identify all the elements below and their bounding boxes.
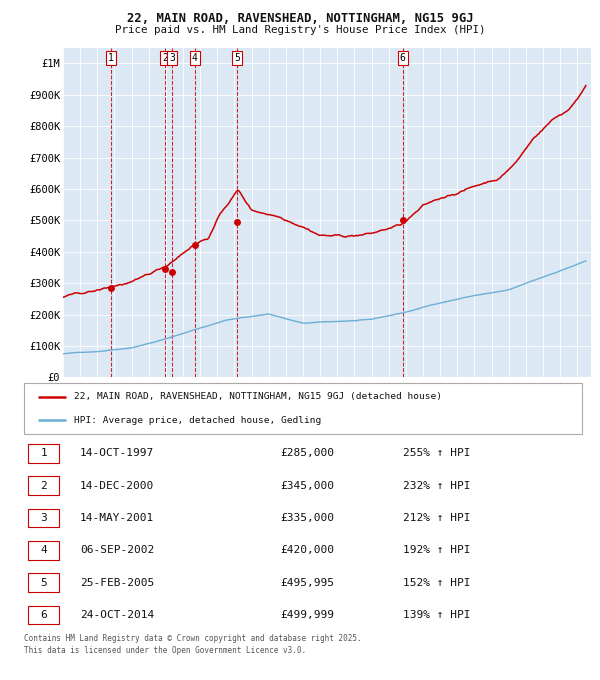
Text: 14-DEC-2000: 14-DEC-2000 <box>80 481 154 491</box>
Text: HPI: Average price, detached house, Gedling: HPI: Average price, detached house, Gedl… <box>74 415 322 424</box>
Text: This data is licensed under the Open Government Licence v3.0.: This data is licensed under the Open Gov… <box>24 646 306 655</box>
Text: 4: 4 <box>192 53 197 63</box>
Text: 22, MAIN ROAD, RAVENSHEAD, NOTTINGHAM, NG15 9GJ: 22, MAIN ROAD, RAVENSHEAD, NOTTINGHAM, N… <box>127 12 473 25</box>
Text: 24-OCT-2014: 24-OCT-2014 <box>80 610 154 620</box>
Text: £420,000: £420,000 <box>281 545 335 556</box>
FancyBboxPatch shape <box>28 573 59 592</box>
Text: Price paid vs. HM Land Registry's House Price Index (HPI): Price paid vs. HM Land Registry's House … <box>115 25 485 35</box>
Text: 1: 1 <box>108 53 114 63</box>
Text: 2: 2 <box>40 481 47 491</box>
Text: Contains HM Land Registry data © Crown copyright and database right 2025.: Contains HM Land Registry data © Crown c… <box>24 634 362 643</box>
Text: 6: 6 <box>400 53 406 63</box>
FancyBboxPatch shape <box>28 444 59 463</box>
Text: 5: 5 <box>234 53 240 63</box>
FancyBboxPatch shape <box>28 605 59 624</box>
Text: 14-MAY-2001: 14-MAY-2001 <box>80 513 154 523</box>
Text: 255% ↑ HPI: 255% ↑ HPI <box>403 448 471 458</box>
Text: 6: 6 <box>40 610 47 620</box>
FancyBboxPatch shape <box>28 476 59 495</box>
Text: £345,000: £345,000 <box>281 481 335 491</box>
FancyBboxPatch shape <box>24 383 582 434</box>
Text: 2: 2 <box>162 53 168 63</box>
Text: 22, MAIN ROAD, RAVENSHEAD, NOTTINGHAM, NG15 9GJ (detached house): 22, MAIN ROAD, RAVENSHEAD, NOTTINGHAM, N… <box>74 392 442 401</box>
Text: 25-FEB-2005: 25-FEB-2005 <box>80 577 154 588</box>
Text: £335,000: £335,000 <box>281 513 335 523</box>
Text: £285,000: £285,000 <box>281 448 335 458</box>
Text: 192% ↑ HPI: 192% ↑ HPI <box>403 545 471 556</box>
Text: 3: 3 <box>40 513 47 523</box>
Text: 4: 4 <box>40 545 47 556</box>
Text: £495,995: £495,995 <box>281 577 335 588</box>
FancyBboxPatch shape <box>28 541 59 560</box>
Text: 1: 1 <box>40 448 47 458</box>
Text: £499,999: £499,999 <box>281 610 335 620</box>
Text: 232% ↑ HPI: 232% ↑ HPI <box>403 481 471 491</box>
Text: 152% ↑ HPI: 152% ↑ HPI <box>403 577 471 588</box>
Text: 14-OCT-1997: 14-OCT-1997 <box>80 448 154 458</box>
FancyBboxPatch shape <box>28 509 59 528</box>
Text: 3: 3 <box>169 53 175 63</box>
Text: 212% ↑ HPI: 212% ↑ HPI <box>403 513 471 523</box>
Text: 139% ↑ HPI: 139% ↑ HPI <box>403 610 471 620</box>
Text: 06-SEP-2002: 06-SEP-2002 <box>80 545 154 556</box>
Text: 5: 5 <box>40 577 47 588</box>
